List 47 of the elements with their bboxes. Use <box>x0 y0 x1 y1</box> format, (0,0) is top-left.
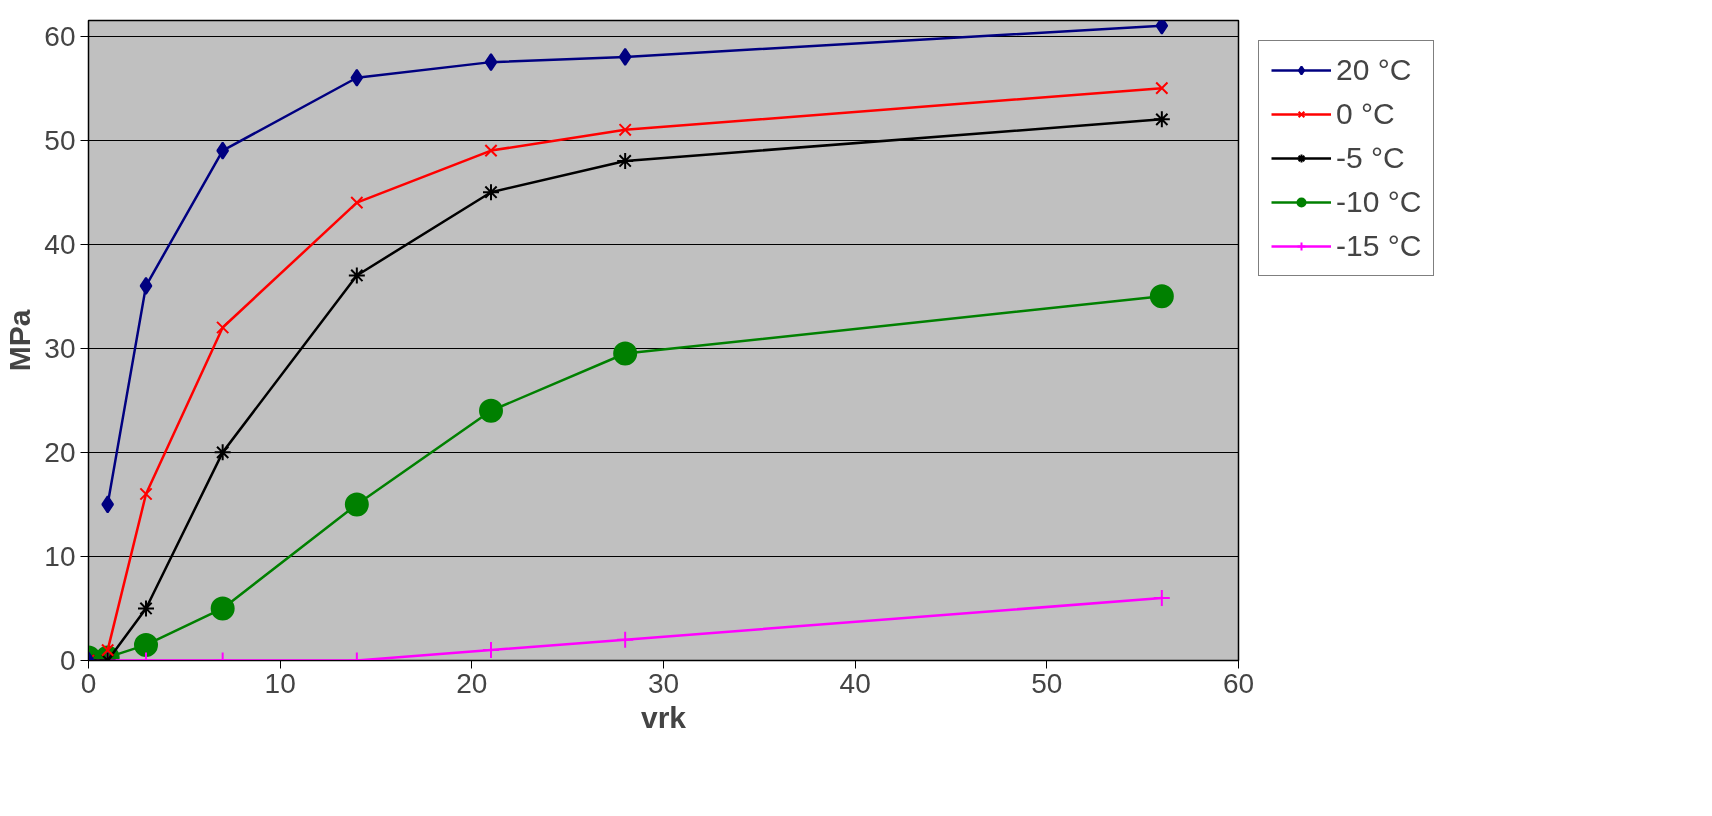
point <box>1149 284 1174 309</box>
legend-label: -10 °C <box>1336 185 1422 219</box>
point <box>213 443 232 462</box>
legend-label: -5 °C <box>1336 141 1405 175</box>
point <box>1155 81 1169 95</box>
y-tick-label: 40 <box>44 228 76 260</box>
x-tick-label: 40 <box>839 667 871 699</box>
point <box>618 123 632 137</box>
x-tick-label: 20 <box>456 667 488 699</box>
point <box>484 143 498 158</box>
point <box>618 47 632 66</box>
y-tick-label: 30 <box>44 332 76 364</box>
point <box>484 53 498 72</box>
point <box>210 596 235 621</box>
x-tick-label: 50 <box>1031 667 1063 699</box>
x-tick-label: 0 <box>80 667 97 699</box>
y-tick-label: 60 <box>44 20 76 52</box>
legend-label: -15 °C <box>1336 229 1422 263</box>
y-tick-label: 0 <box>59 645 76 676</box>
y-tick-label: 20 <box>44 436 76 468</box>
point <box>482 183 500 202</box>
point <box>1152 589 1171 608</box>
point <box>616 630 635 649</box>
point <box>216 320 230 335</box>
point <box>139 276 153 295</box>
legend-label: 20 °C <box>1336 53 1412 87</box>
point <box>616 151 635 170</box>
y-tick-label: 10 <box>44 540 76 572</box>
point <box>613 341 638 366</box>
point <box>479 398 503 423</box>
y-tick-label: 50 <box>44 124 76 156</box>
point <box>1152 110 1171 129</box>
point <box>344 492 369 517</box>
point <box>137 599 155 618</box>
x-axis-title: vrk <box>640 700 687 734</box>
x-tick-label: 10 <box>264 667 296 699</box>
point <box>347 266 366 285</box>
point <box>350 195 364 210</box>
point <box>1155 20 1169 35</box>
point <box>134 632 158 657</box>
x-tick-label: 30 <box>647 667 680 699</box>
y-axis-title: MPa <box>3 309 37 372</box>
legend-label: 0 °C <box>1336 97 1395 131</box>
point <box>482 641 500 660</box>
point <box>350 68 364 87</box>
x-tick-label: 60 <box>1222 667 1255 699</box>
point <box>139 487 153 501</box>
